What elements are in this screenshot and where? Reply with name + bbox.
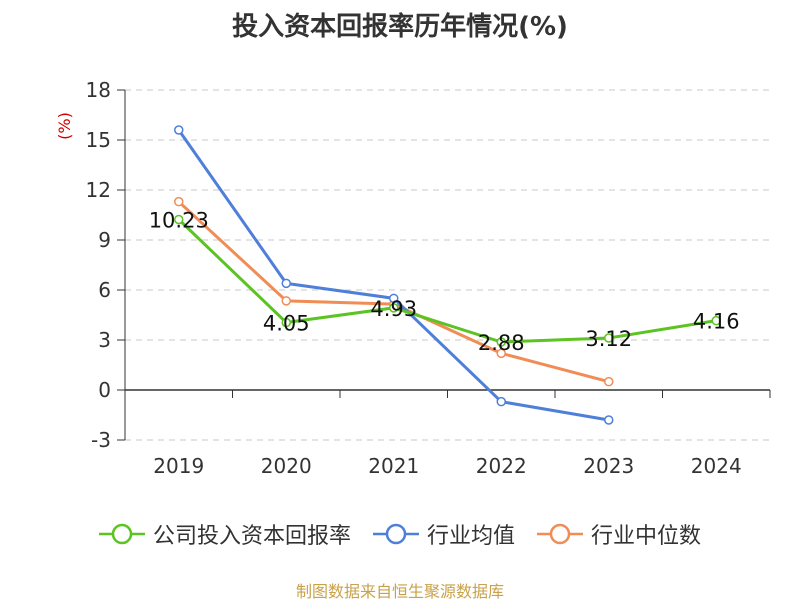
x-tick-label: 2022 [476,454,527,478]
y-tick-label: 12 [86,178,111,202]
data-point [604,333,614,343]
x-tick-label: 2021 [368,454,419,478]
data-label: 2.88 [478,331,525,355]
axes: -3 0 3 6 9 12 15 18 2019 2020 2021 2022 2023 2024 [86,78,771,478]
data-point [496,337,506,347]
data-point [389,293,399,304]
data-point [174,196,184,207]
legend-label: 公司投入资本回报率 [152,524,351,549]
data-point [174,214,184,225]
data-point [604,415,614,425]
y-tick-label: 15 [86,128,111,152]
data-point [281,296,291,306]
legend-swatch [372,523,419,545]
legend-label: 行业中位数 [591,524,702,549]
data-label: 3.12 [585,327,632,351]
chart-title: 投入资本回报率历年情况(%) [232,12,568,42]
data-point [711,315,721,326]
data-point [496,396,506,407]
y-tick-label: 9 [98,228,111,252]
data-point [281,317,291,328]
series-line [177,129,610,422]
series-line [177,218,717,344]
data-point [389,303,399,313]
legend-item[interactable]: 行业均值 [372,518,515,550]
data-point [281,278,291,289]
data-label: 4.93 [370,297,417,321]
legend-item[interactable]: 公司投入资本回报率 [98,518,351,550]
x-tick-label: 2024 [691,454,742,478]
legend-swatch [537,523,583,545]
legend: 公司投入资本回报率 行业均值 行业中位数 [0,518,800,550]
x-tick-label: 2020 [261,454,312,478]
y-tick-label: -3 [91,428,111,452]
data-point [496,348,506,359]
data-point [174,125,184,135]
y-axis-label: (%) [55,112,74,140]
y-tick-label: 0 [98,378,111,402]
data-label: 4.05 [263,312,310,336]
x-tick-label: 2023 [583,454,634,478]
legend-item[interactable]: 行业中位数 [537,518,701,550]
data-label: 10.23 [149,209,209,233]
x-tick-label: 2019 [153,454,204,478]
data-label: 4.16 [693,310,740,334]
legend-swatch [98,523,145,545]
y-tick-label: 6 [98,278,111,302]
legend-label: 行业均值 [426,524,515,549]
grid-lines [125,89,770,441]
y-tick-label: 18 [86,78,111,102]
y-tick-label: 3 [98,328,111,352]
data-point [604,376,614,387]
source-note: 制图数据来自恒生聚源数据库 [295,582,504,601]
data-labels: 10.23 4.05 4.93 2.88 3.12 4.16 [149,209,740,356]
series-line [177,200,610,384]
series-lines [174,125,721,425]
